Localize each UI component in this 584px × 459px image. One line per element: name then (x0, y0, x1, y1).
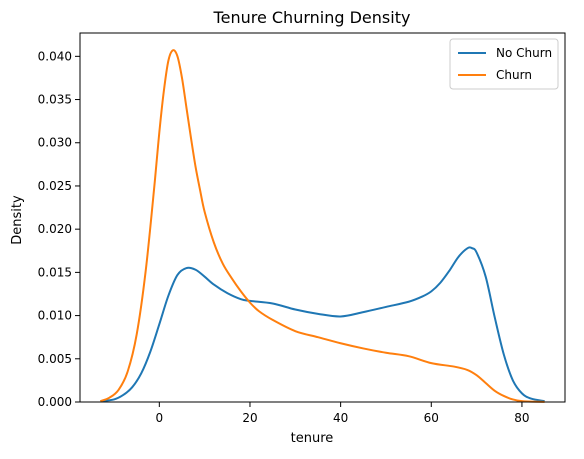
y-tick-label: 0.020 (38, 222, 72, 236)
legend-label: No Churn (496, 46, 552, 60)
y-tick-label: 0.015 (38, 265, 72, 279)
x-tick-label: 20 (242, 411, 257, 425)
y-tick-label: 0.005 (38, 352, 72, 366)
y-tick-label: 0.040 (38, 49, 72, 63)
y-tick-label: 0.000 (38, 395, 72, 409)
y-tick-label: 0.025 (38, 179, 72, 193)
y-tick-label: 0.030 (38, 136, 72, 150)
x-axis-label: tenure (291, 431, 334, 446)
x-tick-label: 60 (424, 411, 439, 425)
legend-label: Churn (496, 68, 532, 82)
x-tick-label: 80 (514, 411, 529, 425)
plot-area: 0 20 40 60 80 0.000 0.005 0.010 0.015 0.020 0.025 0… (38, 32, 566, 425)
series-line-no-churn (100, 246, 545, 403)
y-tick-label: 0.035 (38, 93, 72, 107)
y-axis-label: Density (10, 195, 25, 245)
legend-box (449, 38, 559, 90)
chart-title: Tenure Churning Density (213, 8, 411, 27)
x-tick-label: 40 (333, 411, 348, 425)
series-line-churn (100, 49, 545, 403)
axes-frame (79, 32, 566, 403)
y-tick-label: 0.010 (38, 309, 72, 323)
x-tick-label: 0 (156, 411, 164, 425)
